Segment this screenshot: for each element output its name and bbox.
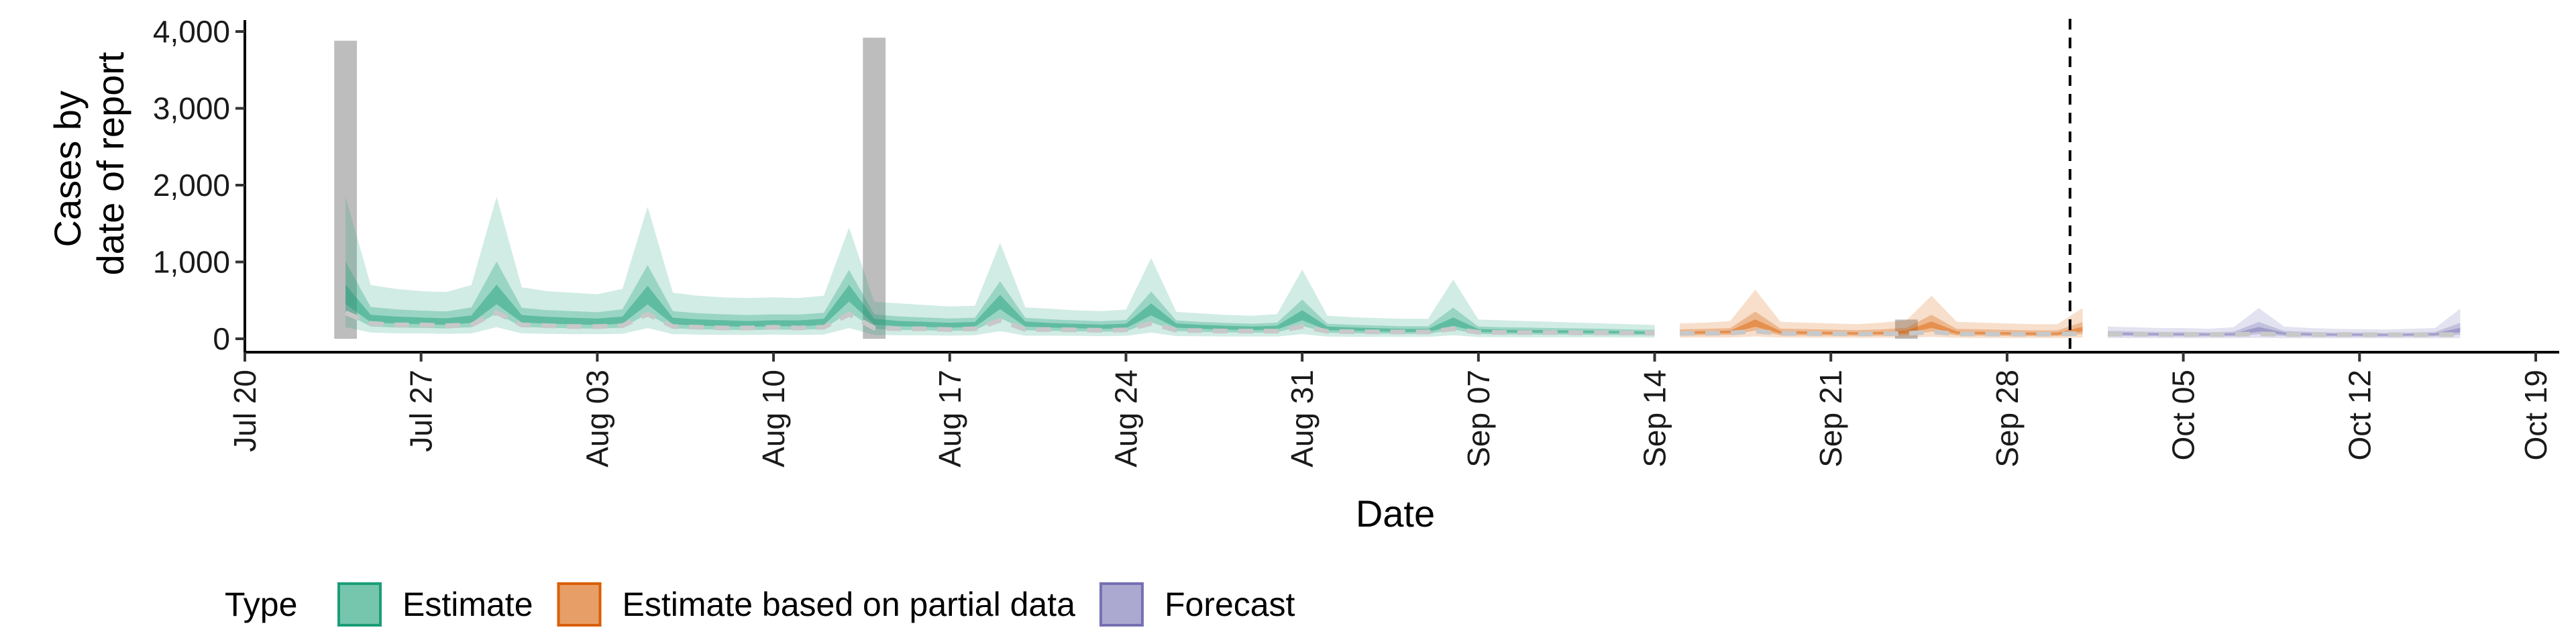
reported-trend-line-series-0 xyxy=(344,310,1655,336)
x-tick-label-7: Sep 07 xyxy=(1461,370,1496,468)
ribbon-20-series-0 xyxy=(345,284,1655,334)
ribbon-50-series-0 xyxy=(345,261,1655,335)
y-tick-label-1: 1,000 xyxy=(153,245,230,280)
ribbon-90-series-1 xyxy=(1680,289,2083,338)
ribbon-50-series-1 xyxy=(1680,311,2083,336)
y-tick-label-2: 2,000 xyxy=(153,168,230,203)
series-1 xyxy=(1680,289,2083,338)
legend-label-0: Estimate xyxy=(402,586,533,623)
ribbon-90-series-0 xyxy=(345,197,1655,338)
x-tick-label-12: Oct 12 xyxy=(2342,370,2377,461)
legend-label-1: Estimate based on partial data xyxy=(623,586,1076,623)
x-tick-label-8: Sep 14 xyxy=(1638,370,1672,468)
reported-trend-line-series-1 xyxy=(1680,329,2083,337)
x-tick-label-2: Aug 03 xyxy=(580,370,614,468)
reported-trend-line-series-2 xyxy=(2107,331,2461,337)
y-tick-label-3: 3,000 xyxy=(153,91,230,126)
legend-key-2 xyxy=(1099,582,1144,627)
reported-bar-2 xyxy=(1894,319,1918,339)
legend: Type Estimate Estimate based on partial da… xyxy=(225,582,1295,627)
estimate-ribbons xyxy=(344,197,2461,339)
reported-bar-0 xyxy=(334,40,357,339)
ribbon-90-series-2 xyxy=(2108,308,2461,339)
series-0 xyxy=(344,197,1655,338)
x-tick-label-3: Aug 10 xyxy=(756,370,791,468)
y-tick-label-4: 4,000 xyxy=(153,14,230,49)
y-axis-title-line-2: date of report xyxy=(89,52,131,276)
reported-cases-bars xyxy=(334,38,1918,339)
legend-key-1 xyxy=(557,582,602,627)
x-tick-label-11: Oct 05 xyxy=(2166,370,2201,461)
reported-bar-1 xyxy=(863,38,886,339)
legend-label-2: Forecast xyxy=(1165,586,1295,623)
x-tick-label-10: Sep 28 xyxy=(1990,370,2025,468)
x-tick-label-1: Jul 27 xyxy=(404,370,439,452)
y-tick-label-0: 0 xyxy=(213,321,230,356)
legend-title: Type xyxy=(225,586,297,623)
x-tick-label-6: Aug 31 xyxy=(1285,370,1320,468)
axes: 0 1,000 2,000 3,000 4,000 Jul 20 Jul 27 Aug 03 A… xyxy=(153,14,2559,468)
legend-key-0 xyxy=(337,582,382,627)
y-axis-title: Cases by date of report xyxy=(46,52,131,276)
series-2 xyxy=(2107,308,2461,339)
x-tick-label-13: Oct 19 xyxy=(2518,370,2553,461)
x-tick-label-9: Sep 21 xyxy=(1813,370,1848,468)
y-axis-title-line-1: Cases by xyxy=(46,91,89,247)
x-tick-label-4: Aug 17 xyxy=(932,370,967,468)
x-tick-label-0: Jul 20 xyxy=(227,370,262,452)
x-tick-label-5: Aug 24 xyxy=(1108,370,1143,468)
x-axis-title: Date xyxy=(1356,492,1435,535)
